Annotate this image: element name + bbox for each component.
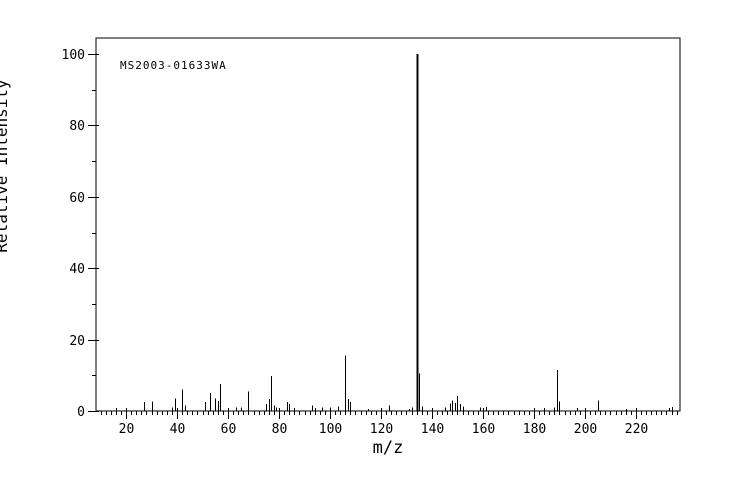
x-tick-label: 100 xyxy=(319,422,342,437)
plot-frame xyxy=(95,37,681,412)
x-tick-label: 120 xyxy=(370,422,393,437)
x-tick-label: 40 xyxy=(170,422,186,437)
x-tick-label: 140 xyxy=(421,422,444,437)
y-axis-title: Relative Intensity xyxy=(0,79,11,253)
y-tick-label: 0 xyxy=(77,405,85,420)
y-tick-label: 40 xyxy=(69,262,85,277)
y-tick-label: 60 xyxy=(69,191,85,206)
x-tick-label: 180 xyxy=(523,422,546,437)
x-tick-label: 80 xyxy=(272,422,288,437)
x-tick-label: 200 xyxy=(574,422,597,437)
x-tick-label: 160 xyxy=(472,422,495,437)
x-axis-title: m/z xyxy=(372,438,404,458)
y-tick-label: 20 xyxy=(69,334,85,349)
y-tick-label: 80 xyxy=(69,119,85,134)
x-tick-label: 60 xyxy=(221,422,237,437)
x-tick-label: 20 xyxy=(119,422,135,437)
y-tick-label: 100 xyxy=(62,48,85,63)
spectrum-id-label: MS2003-01633WA xyxy=(120,59,227,72)
x-tick-label: 220 xyxy=(625,422,648,437)
